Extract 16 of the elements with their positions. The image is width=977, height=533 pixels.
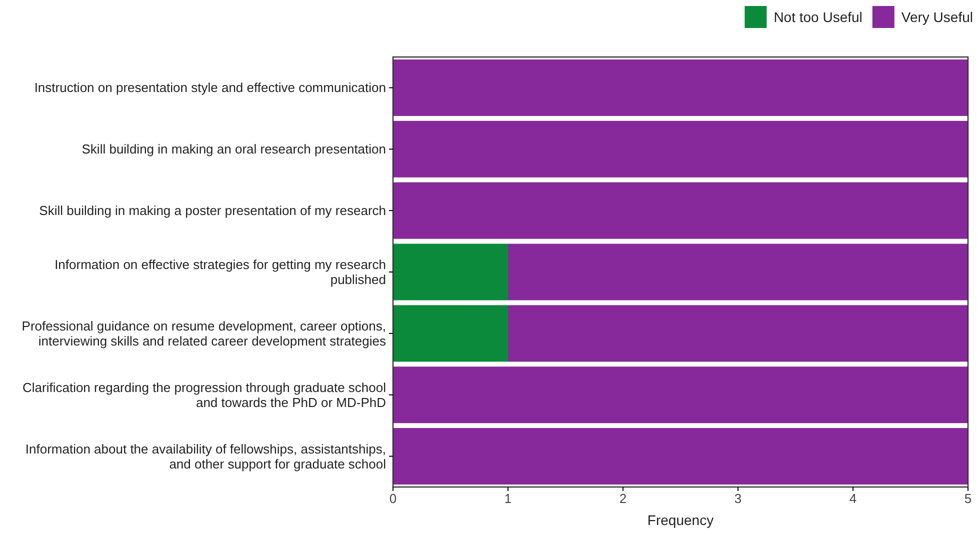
x-tick-label: 3 [734,491,742,506]
y-tick-label: Clarification regarding the progression through graduate school and towards the PhD or MD-PhD [22,380,386,410]
y-tick-label: Information on effective strategies for getting my research published [54,257,386,287]
legend-label: Very Useful [901,9,973,25]
x-tick-label: 1 [504,491,512,506]
y-tick-label: Skill building in making a poster presentation of my research [39,203,386,218]
legend-label: Not too Useful [774,9,862,25]
y-tick-label: Instruction on presentation style and effective communication [34,80,386,96]
x-tick-label: 2 [619,491,627,506]
y-tick-label: Skill building in making an oral research presentation [82,142,386,157]
x-tick-label: 4 [849,491,857,506]
x-tick-label: 0 [389,491,397,506]
x-tick-label: 5 [964,491,972,506]
y-tick-label: Information about the availability of fellowships, assistantships, and other support for graduate school [25,441,386,472]
y-tick-label: Professional guidance on resume development, career options, interviewing skills and related career development strategies [22,318,386,348]
x-axis-title: Frequency [647,512,714,528]
